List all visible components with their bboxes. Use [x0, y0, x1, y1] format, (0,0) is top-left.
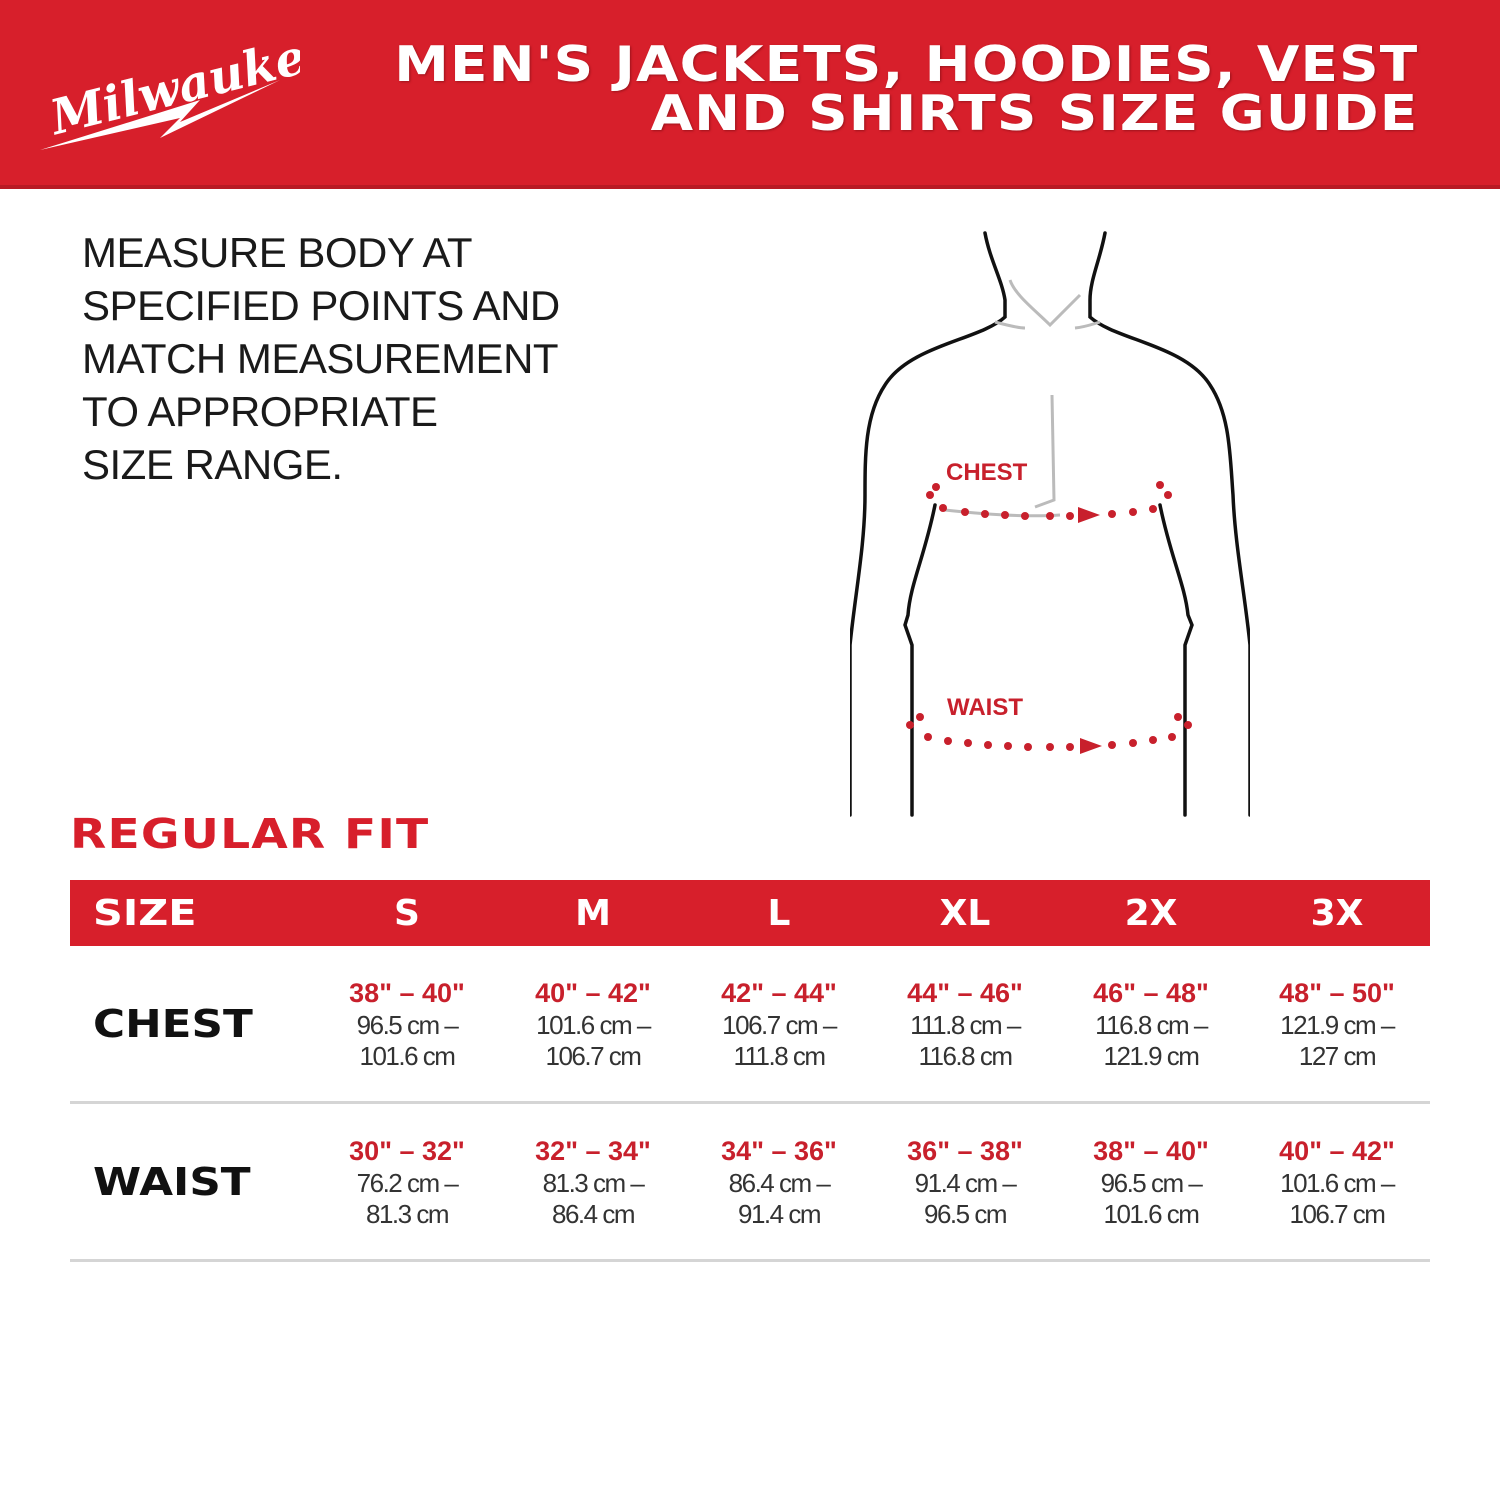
title-line-1: MEN'S JACKETS, HOODIES, VEST [393, 36, 1418, 93]
cm-range-end: 81.3 cm [366, 1198, 450, 1229]
size-header: S [394, 892, 420, 934]
cm-range-start: 96.5 cm – [356, 1009, 459, 1040]
instruction-line: MEASURE BODY AT [82, 229, 473, 276]
cm-range-start: 76.2 cm – [356, 1167, 459, 1198]
fit-title: REGULAR FIT [70, 810, 430, 858]
inches-range: 42" – 44" [721, 977, 837, 1008]
row-label: WAIST [93, 1159, 251, 1204]
waist-label: WAIST [947, 694, 1023, 721]
instruction-line: MATCH MEASUREMENT [82, 335, 559, 382]
table-cell: 42" – 44" 106.7 cm – 111.8 cm [686, 976, 872, 1072]
table-cell: 38" – 40" 96.5 cm – 101.6 cm [314, 976, 500, 1072]
page-title: MEN'S JACKETS, HOODIES, VEST AND SHIRTS … [394, 40, 1418, 138]
cm-range-end: 86.4 cm [552, 1198, 636, 1229]
table-cell: 34" – 36" 86.4 cm – 91.4 cm [686, 1134, 872, 1230]
inches-range: 40" – 42" [535, 977, 651, 1008]
size-header: 3X [1310, 892, 1364, 934]
size-header: L [767, 892, 791, 934]
cm-range-start: 101.6 cm – [1280, 1167, 1395, 1198]
table-header: SIZE S M L XL 2X 3X [70, 880, 1430, 946]
cm-range-end: 96.5 cm [924, 1198, 1008, 1229]
table-cell: 48" – 50" 121.9 cm – 127 cm [1244, 976, 1430, 1072]
cm-range-end: 91.4 cm [738, 1198, 822, 1229]
cm-range-start: 96.5 cm – [1100, 1167, 1203, 1198]
table-cell: 38" – 40" 96.5 cm – 101.6 cm [1058, 1134, 1244, 1230]
cm-range-end: 106.7 cm [1289, 1198, 1386, 1229]
header-size-label: SIZE [93, 892, 197, 934]
cm-range-start: 106.7 cm – [722, 1009, 837, 1040]
cm-range-start: 91.4 cm – [914, 1167, 1017, 1198]
inches-range: 34" – 36" [721, 1135, 837, 1166]
cm-range-start: 81.3 cm – [542, 1167, 645, 1198]
table-cell: 36" – 38" 91.4 cm – 96.5 cm [872, 1134, 1058, 1230]
size-header: XL [939, 892, 991, 934]
table-cell: 32" – 34" 81.3 cm – 86.4 cm [500, 1134, 686, 1230]
cm-range-start: 86.4 cm – [728, 1167, 831, 1198]
inches-range: 48" – 50" [1279, 977, 1395, 1008]
instruction-line: SIZE RANGE. [82, 441, 343, 488]
body-measurement-figure: CHEST WAIST [850, 231, 1250, 817]
table-cell: 30" – 32" 76.2 cm – 81.3 cm [314, 1134, 500, 1230]
table-row: WAIST 30" – 32" 76.2 cm – 81.3 cm 32" – … [70, 1104, 1430, 1262]
inches-range: 46" – 48" [1093, 977, 1209, 1008]
inches-range: 44" – 46" [907, 977, 1023, 1008]
inches-range: 30" – 32" [349, 1135, 465, 1166]
instruction-line: SPECIFIED POINTS AND [82, 282, 560, 329]
size-header: 2X [1124, 892, 1178, 934]
header-banner: Milwaukee MEN'S JACKETS, HOODIES, VEST A… [0, 0, 1500, 189]
cm-range-start: 101.6 cm – [536, 1009, 651, 1040]
cm-range-end: 111.8 cm [733, 1040, 826, 1071]
cm-range-start: 121.9 cm – [1280, 1009, 1395, 1040]
table-cell: 40" – 42" 101.6 cm – 106.7 cm [1244, 1134, 1430, 1230]
inches-range: 38" – 40" [1093, 1135, 1209, 1166]
cm-range-start: 111.8 cm – [910, 1009, 1021, 1040]
inches-range: 32" – 34" [535, 1135, 651, 1166]
size-header: M [575, 892, 611, 934]
cm-range-end: 106.7 cm [545, 1040, 642, 1071]
cm-range-end: 101.6 cm [1103, 1198, 1200, 1229]
size-table: SIZE S M L XL 2X 3X CHEST 38" – 40" 96.5… [70, 880, 1430, 1262]
measurement-instructions: MEASURE BODY AT SPECIFIED POINTS AND MAT… [82, 226, 560, 491]
milwaukee-logo: Milwaukee [40, 30, 300, 150]
chest-label: CHEST [946, 459, 1028, 486]
cm-range-end: 101.6 cm [359, 1040, 456, 1071]
cm-range-end: 127 cm [1298, 1040, 1377, 1071]
cm-range-start: 116.8 cm – [1095, 1009, 1208, 1040]
table-row: CHEST 38" – 40" 96.5 cm – 101.6 cm 40" –… [70, 946, 1430, 1104]
table-cell: 40" – 42" 101.6 cm – 106.7 cm [500, 976, 686, 1072]
cm-range-end: 116.8 cm [918, 1040, 1013, 1071]
inches-range: 38" – 40" [349, 977, 465, 1008]
row-label: CHEST [93, 1001, 253, 1046]
inches-range: 40" – 42" [1279, 1135, 1395, 1166]
table-cell: 44" – 46" 111.8 cm – 116.8 cm [872, 976, 1058, 1072]
inches-range: 36" – 38" [907, 1135, 1023, 1166]
cm-range-end: 121.9 cm [1103, 1040, 1200, 1071]
title-line-2: AND SHIRTS SIZE GUIDE [650, 85, 1418, 142]
table-cell: 46" – 48" 116.8 cm – 121.9 cm [1058, 976, 1244, 1072]
instruction-line: TO APPROPRIATE [82, 388, 438, 435]
